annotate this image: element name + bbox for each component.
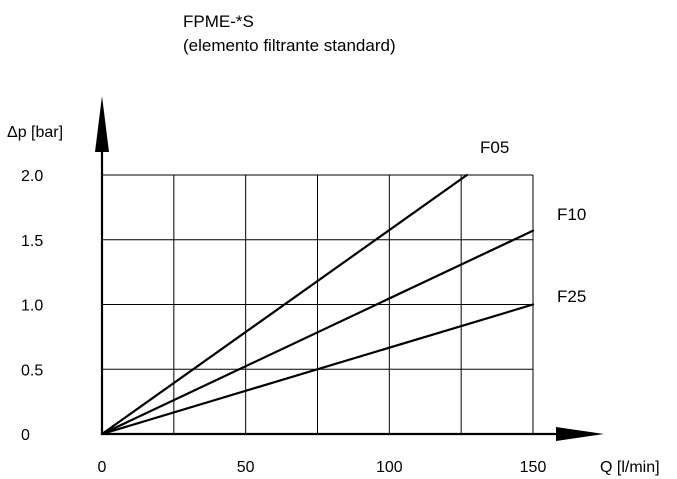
y-axis-arrow xyxy=(95,96,109,152)
grid xyxy=(102,174,534,434)
x-tick-label: 100 xyxy=(376,459,403,476)
y-tick-label: 1.5 xyxy=(21,233,43,250)
axes xyxy=(95,96,604,441)
y-tick-label: 0 xyxy=(21,427,30,444)
series-line-f25 xyxy=(100,303,535,436)
x-axis-arrow xyxy=(556,427,604,441)
title-block: FPME-*S (elemento filtrante standard) xyxy=(183,10,396,58)
series-label-f05: F05 xyxy=(480,138,509,157)
series-label-f10: F10 xyxy=(557,205,586,224)
chart-subtitle: (elemento filtrante standard) xyxy=(183,36,396,55)
series-lines xyxy=(100,173,535,436)
x-tick-label: 50 xyxy=(237,459,255,476)
y-tick-label: 1.0 xyxy=(21,298,43,315)
x-axis-label: Q [l/min] xyxy=(600,459,660,476)
x-tick-label: 150 xyxy=(520,459,547,476)
x-tick-label: 0 xyxy=(98,459,107,476)
series-line-f05 xyxy=(100,173,469,436)
y-tick-label: 0.5 xyxy=(21,362,43,379)
chart-title: FPME-*S xyxy=(183,12,254,31)
series-label-f25: F25 xyxy=(557,287,586,306)
labels: 0 50 100 150 0 0.5 1.0 1.5 2.0 Δp [bar] Q [l/min] F… xyxy=(7,124,660,476)
series-line-f10 xyxy=(100,229,535,436)
y-tick-label: 2.0 xyxy=(21,168,43,185)
y-axis-label: Δp [bar] xyxy=(7,124,63,141)
